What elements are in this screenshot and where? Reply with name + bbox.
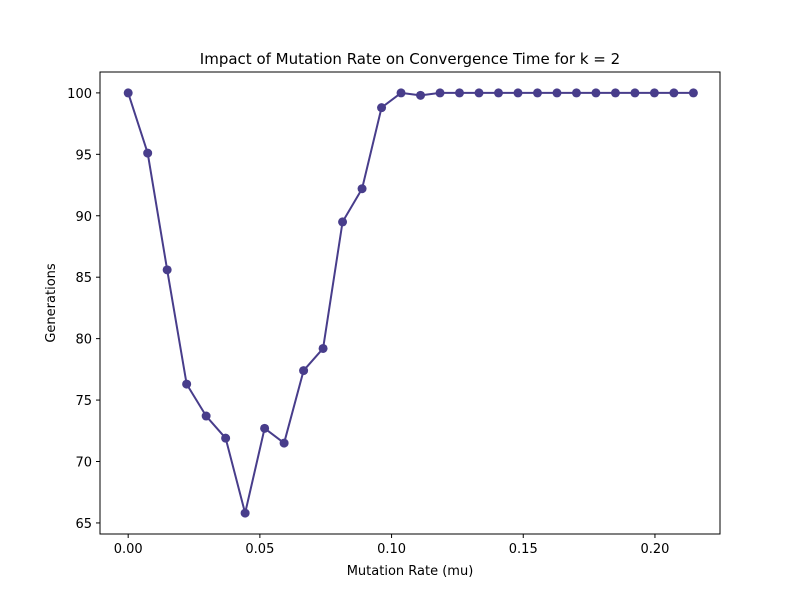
x-tick-label: 0.20 [640, 542, 669, 557]
x-tick-label: 0.15 [509, 542, 538, 557]
data-point [610, 88, 620, 98]
data-point [455, 88, 465, 98]
y-tick-label: 75 [75, 394, 92, 409]
y-tick-label: 100 [67, 87, 92, 102]
y-tick-label: 90 [75, 210, 92, 225]
y-tick-label: 65 [75, 517, 92, 532]
y-tick-label: 70 [75, 456, 92, 471]
chart-title: Impact of Mutation Rate on Convergence T… [200, 50, 620, 68]
data-point [649, 88, 659, 98]
data-point [279, 438, 289, 448]
y-tick-label: 95 [75, 148, 92, 163]
data-point [260, 423, 270, 433]
plot-area [123, 88, 698, 518]
plot-frame [99, 71, 721, 535]
data-point [493, 88, 503, 98]
data-point [182, 379, 192, 389]
data-point [396, 88, 406, 98]
data-point [338, 217, 348, 227]
data-point [377, 103, 387, 113]
data-point [688, 88, 698, 98]
data-point [513, 88, 523, 98]
data-point [240, 508, 250, 518]
data-point [143, 148, 153, 158]
x-axis-label: Mutation Rate (mu) [347, 564, 474, 579]
data-point [474, 88, 484, 98]
data-point [630, 88, 640, 98]
data-point [123, 88, 133, 98]
data-point [162, 265, 172, 275]
y-axis: 65 70 75 80 85 90 95 100 [67, 87, 100, 532]
data-point [435, 88, 445, 98]
data-point [591, 88, 601, 98]
data-point [299, 366, 309, 376]
y-tick-label: 85 [75, 271, 92, 286]
x-axis: 0.00 0.05 0.10 0.15 0.20 [114, 534, 669, 557]
data-point [318, 343, 328, 353]
data-point [669, 88, 679, 98]
x-tick-label: 0.10 [377, 542, 406, 557]
y-axis-label: Generations [44, 263, 59, 343]
data-point [201, 411, 211, 421]
data-point [552, 88, 562, 98]
data-point [532, 88, 542, 98]
y-tick-label: 80 [75, 333, 92, 348]
x-tick-label: 0.05 [245, 542, 274, 557]
data-point [416, 90, 426, 100]
x-tick-label: 0.00 [114, 542, 143, 557]
data-point [571, 88, 581, 98]
data-point [221, 433, 231, 443]
data-point [357, 184, 367, 194]
